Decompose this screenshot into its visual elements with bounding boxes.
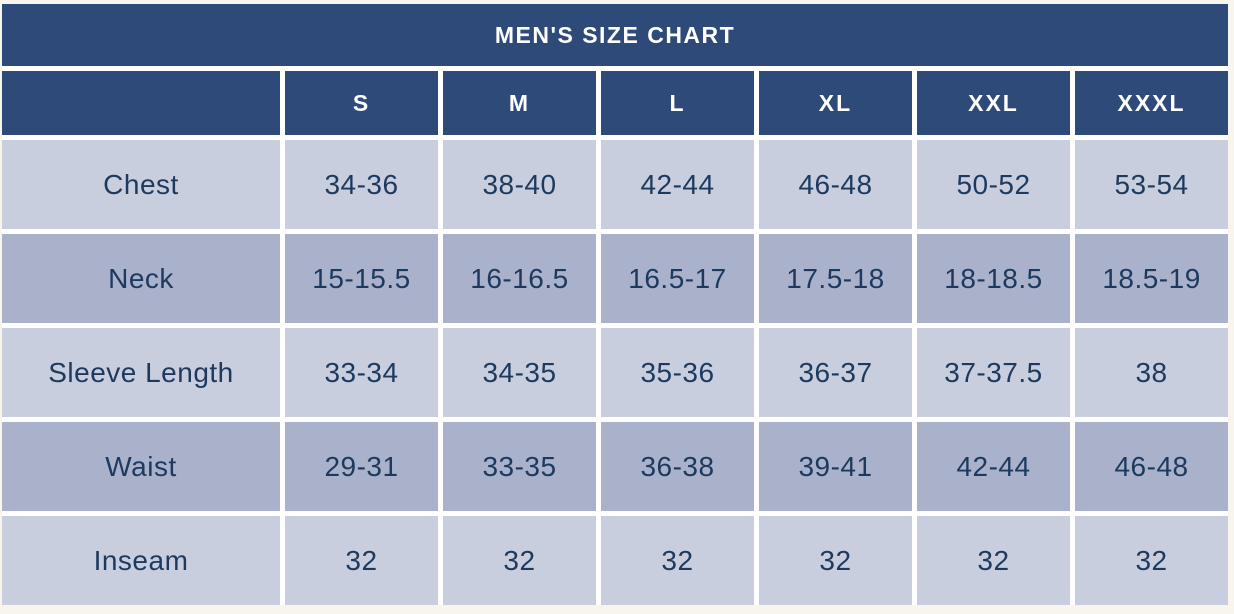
- header-row: S M L XL XXL XXXL: [2, 71, 1228, 135]
- table-cell: 34-36: [285, 140, 438, 229]
- row-label-chest: Chest: [2, 140, 280, 229]
- table-cell: 53-54: [1075, 140, 1228, 229]
- table-cell: 50-52: [917, 140, 1070, 229]
- table-row-inseam: Inseam 32 32 32 32 32 32: [2, 516, 1228, 605]
- table-cell: 33-35: [443, 422, 596, 511]
- table-cell: 32: [917, 516, 1070, 605]
- col-header-m: M: [443, 71, 596, 135]
- table-cell: 42-44: [601, 140, 754, 229]
- table-row-neck: Neck 15-15.5 16-16.5 16.5-17 17.5-18 18-…: [2, 234, 1228, 323]
- table-cell: 37-37.5: [917, 328, 1070, 417]
- table-cell: 46-48: [1075, 422, 1228, 511]
- col-header-xxl: XXL: [917, 71, 1070, 135]
- col-header-xl: XL: [759, 71, 912, 135]
- col-header-l: L: [601, 71, 754, 135]
- table-cell: 18.5-19: [1075, 234, 1228, 323]
- row-label-waist: Waist: [2, 422, 280, 511]
- table-cell: 32: [1075, 516, 1228, 605]
- table-cell: 38: [1075, 328, 1228, 417]
- table-cell: 18-18.5: [917, 234, 1070, 323]
- row-label-neck: Neck: [2, 234, 280, 323]
- table-cell: 38-40: [443, 140, 596, 229]
- table-cell: 16.5-17: [601, 234, 754, 323]
- table-cell: 32: [759, 516, 912, 605]
- table-cell: 36-37: [759, 328, 912, 417]
- mens-size-chart-table: MEN'S SIZE CHART S M L XL XXL XXXL Chest…: [2, 4, 1228, 605]
- table-cell: 34-35: [443, 328, 596, 417]
- table-cell: 42-44: [917, 422, 1070, 511]
- table-container: MEN'S SIZE CHART S M L XL XXL XXXL Chest…: [2, 4, 1228, 605]
- table-title: MEN'S SIZE CHART: [2, 4, 1228, 66]
- table-row-chest: Chest 34-36 38-40 42-44 46-48 50-52 53-5…: [2, 140, 1228, 229]
- col-header-s: S: [285, 71, 438, 135]
- table-cell: 32: [601, 516, 754, 605]
- row-label-sleeve-length: Sleeve Length: [2, 328, 280, 417]
- table-cell: 17.5-18: [759, 234, 912, 323]
- title-row: MEN'S SIZE CHART: [2, 4, 1228, 66]
- table-cell: 15-15.5: [285, 234, 438, 323]
- table-cell: 16-16.5: [443, 234, 596, 323]
- corner-cell: [2, 71, 280, 135]
- row-label-inseam: Inseam: [2, 516, 280, 605]
- table-cell: 39-41: [759, 422, 912, 511]
- table-cell: 32: [285, 516, 438, 605]
- table-cell: 46-48: [759, 140, 912, 229]
- table-row-waist: Waist 29-31 33-35 36-38 39-41 42-44 46-4…: [2, 422, 1228, 511]
- table-cell: 33-34: [285, 328, 438, 417]
- col-header-xxxl: XXXL: [1075, 71, 1228, 135]
- table-row-sleeve-length: Sleeve Length 33-34 34-35 35-36 36-37 37…: [2, 328, 1228, 417]
- table-cell: 35-36: [601, 328, 754, 417]
- table-cell: 36-38: [601, 422, 754, 511]
- table-cell: 32: [443, 516, 596, 605]
- table-cell: 29-31: [285, 422, 438, 511]
